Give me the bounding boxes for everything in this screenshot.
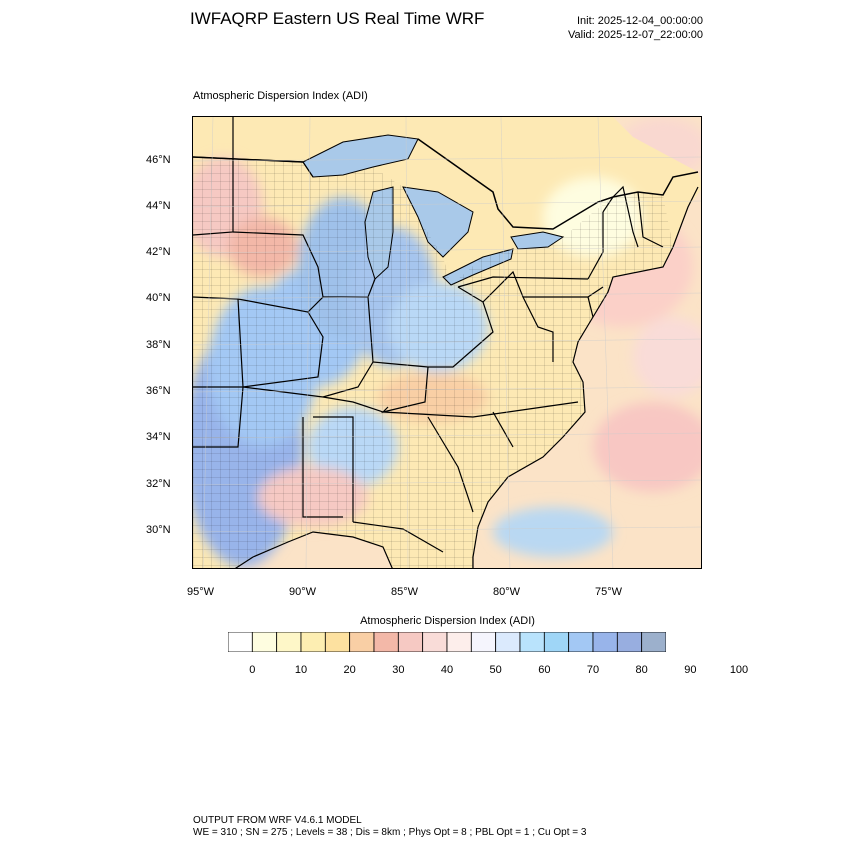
lat-label-46: 46°N: [146, 154, 171, 166]
init-time: Init: 2025-12-04_00:00:00: [577, 15, 703, 27]
model-info-line1: OUTPUT FROM WRF V4.6.1 MODEL: [193, 815, 362, 826]
model-info-line2: WE = 310 ; SN = 275 ; Levels = 38 ; Dis …: [193, 827, 587, 838]
map-canvas: [193, 117, 701, 568]
colorbar-swatch: [519, 631, 545, 653]
plot-title: IWFAQRP Eastern US Real Time WRF: [190, 9, 485, 28]
lon-label-95: 95°W: [187, 586, 215, 598]
colorbar-swatches: [227, 631, 667, 653]
lon-label-85: 85°W: [391, 586, 419, 598]
run-times: Init: 2025-12-04_00:00:00 Valid: 2025-12…: [568, 14, 703, 42]
lat-label-30: 30°N: [146, 524, 171, 536]
lon-label-75: 75°W: [595, 586, 623, 598]
colorbar-swatch: [641, 631, 667, 653]
colorbar-swatch: [373, 631, 399, 653]
adi-map: [192, 116, 702, 569]
lat-label-36: 36°N: [146, 385, 171, 397]
field-label: Atmospheric Dispersion Index (ADI): [193, 90, 368, 102]
colorbar-swatch: [422, 631, 448, 653]
colorbar-swatch: [324, 631, 351, 653]
lat-label-42: 42°N: [146, 246, 171, 258]
colorbar-tick-label: 30: [392, 664, 405, 676]
colorbar-swatch: [300, 631, 326, 653]
colorbar-tick-label: 20: [343, 664, 356, 676]
colorbar: [227, 631, 667, 653]
colorbar-swatch: [349, 631, 375, 653]
valid-time: Valid: 2025-12-07_22:00:00: [568, 29, 703, 41]
lat-label-44: 44°N: [146, 200, 171, 212]
graticule: [193, 117, 701, 568]
colorbar-swatch: [446, 631, 472, 653]
lat-label-32: 32°N: [146, 478, 171, 490]
colorbar-swatch: [227, 631, 253, 653]
coastline: [234, 186, 699, 568]
colorbar-ticks: 0 10 20 30 40 50 60 70 80 90 100: [228, 664, 748, 678]
colorbar-swatch: [470, 631, 497, 653]
lat-label-40: 40°N: [146, 292, 171, 304]
colorbar-tick-label: 10: [294, 664, 308, 676]
colorbar-title: Atmospheric Dispersion Index (ADI): [360, 615, 535, 627]
lake-superior: [302, 134, 419, 178]
colorbar-tick-label: 50: [489, 664, 502, 676]
colorbar-tick-label: 80: [635, 664, 648, 676]
model-info: OUTPUT FROM WRF V4.6.1 MODEL WE = 310 ; …: [193, 815, 586, 839]
colorbar-swatch: [616, 631, 643, 653]
colorbar-tick-label: 100: [729, 664, 749, 676]
colorbar-swatch: [495, 631, 521, 653]
colorbar-tick-label: 40: [440, 664, 454, 676]
colorbar-tick-label: 90: [684, 664, 697, 676]
colorbar-tick-label: 0: [249, 664, 256, 676]
colorbar-swatch: [276, 631, 302, 653]
colorbar-swatch: [568, 631, 594, 653]
colorbar-tick-label: 60: [538, 664, 551, 676]
lon-label-80: 80°W: [493, 586, 521, 598]
colorbar-swatch: [543, 631, 570, 653]
colorbar-tick-label: 70: [586, 664, 600, 676]
lat-label-38: 38°N: [146, 339, 171, 351]
colorbar-swatch: [397, 631, 424, 653]
lat-label-34: 34°N: [146, 431, 171, 443]
lon-label-90: 90°W: [289, 586, 317, 598]
county-mesh: [193, 157, 673, 568]
colorbar-swatch: [251, 631, 278, 653]
colorbar-swatch: [592, 631, 618, 653]
